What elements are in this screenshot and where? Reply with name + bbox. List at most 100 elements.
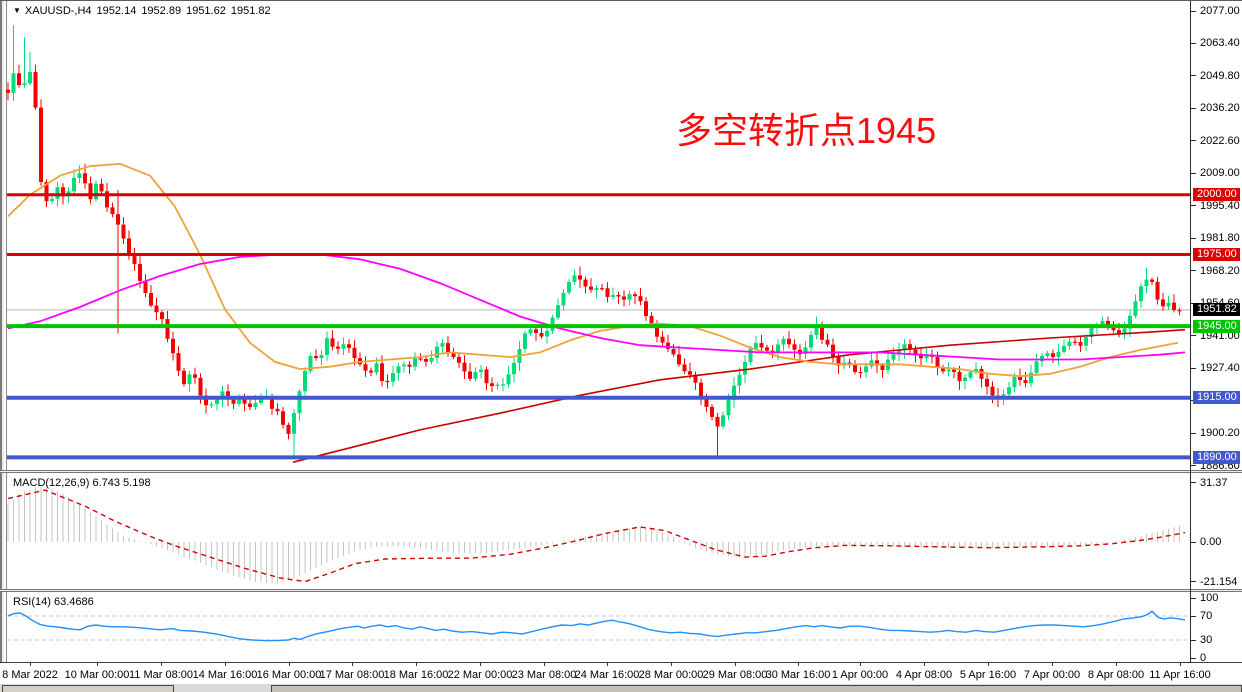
- chart-annotation-text[interactable]: 多空转折点1945: [676, 110, 937, 151]
- time-tick-label: 16 Mar 00:00: [256, 669, 322, 681]
- scrollbar-track-segment[interactable]: [271, 685, 1242, 692]
- rsi-tick-mark: [1190, 615, 1196, 617]
- macd-axis: 31.37 0.00 -21.154: [1190, 473, 1242, 589]
- rsi-tick-label: 30: [1200, 634, 1213, 646]
- price-tick-label: 1968.20: [1200, 264, 1240, 277]
- ohlc-close: 1951.82: [230, 5, 271, 17]
- time-tick-mark: [1116, 663, 1117, 666]
- time-tick-label: 11 Apr 16:00: [1149, 669, 1211, 681]
- price-level-label: 1890.00: [1193, 450, 1240, 464]
- rsi-axis: 100 70 30 0: [1190, 592, 1242, 664]
- time-tick-mark: [1180, 663, 1181, 666]
- candlestick-chart[interactable]: [0, 1, 1190, 470]
- time-tick-label: 8 Apr 08:00: [1087, 669, 1145, 681]
- time-tick-label: 5 Apr 16:00: [959, 669, 1017, 681]
- rsi-indicator-chart[interactable]: [0, 592, 1190, 661]
- time-tick-label: 24 Mar 16:00: [574, 669, 640, 681]
- price-tick-mark: [1190, 335, 1196, 337]
- price-tick-label: 1954.60: [1200, 298, 1240, 309]
- time-tick-label: 10 Mar 00:00: [64, 669, 130, 681]
- price-tick-mark: [1190, 367, 1196, 369]
- price-tick-label: 1927.40: [1200, 362, 1240, 375]
- time-tick-mark: [544, 663, 545, 666]
- time-tick-label: 1 Apr 00:00: [831, 669, 889, 681]
- rsi-tick-label: 100: [1200, 592, 1219, 604]
- time-tick-mark: [97, 663, 98, 666]
- price-level-label: 2000.00: [1193, 188, 1240, 202]
- time-tick-mark: [289, 663, 290, 666]
- horizontal-scrollbar[interactable]: [0, 684, 1242, 692]
- time-tick-mark: [1052, 663, 1053, 666]
- time-tick-mark: [161, 663, 162, 666]
- macd-tick-mark: [1190, 482, 1196, 484]
- macd-indicator-chart[interactable]: [0, 473, 1190, 589]
- window-left-edge: [0, 1, 7, 692]
- time-tick-label: 7 Apr 00:00: [1023, 669, 1081, 681]
- price-tick-label: 2049.80: [1200, 69, 1240, 82]
- current-price-label: 1951.82: [1193, 303, 1240, 317]
- time-tick-label: 4 Apr 08:00: [895, 669, 953, 681]
- price-tick-label: 1900.20: [1200, 427, 1240, 440]
- time-tick-label: 17 Mar 08:00: [319, 669, 385, 681]
- price-level-label: 1945.00: [1193, 319, 1240, 333]
- time-axis[interactable]: 8 Mar 2022 10 Mar 00:00 11 Mar 08:00 14 Mar…: [0, 662, 1242, 684]
- rsi-tick-label: 70: [1200, 610, 1213, 622]
- time-tick-mark: [924, 663, 925, 666]
- price-tick-label: 1886.60: [1200, 459, 1240, 472]
- price-tick-mark: [1190, 75, 1196, 77]
- scrollbar-thumb[interactable]: [2, 685, 174, 692]
- macd-tick-label: 0.00: [1200, 536, 1222, 548]
- rsi-tick-mark: [1190, 657, 1196, 659]
- time-tick-label: 29 Mar 08:00: [702, 669, 768, 681]
- price-tick-mark: [1190, 172, 1196, 174]
- ohlc-high: 1952.89: [141, 5, 182, 17]
- time-tick-mark: [480, 663, 481, 666]
- panel-splitter[interactable]: [0, 589, 1242, 592]
- symbol-ohlc-header: ▼ XAUUSD-,H4 1952.14 1952.89 1951.62 1951.82: [13, 5, 276, 17]
- price-tick-mark: [1190, 465, 1196, 466]
- price-tick-label: 1941.00: [1200, 329, 1240, 342]
- price-tick-label: 2077.00: [1200, 5, 1240, 17]
- price-tick-label: 2009.00: [1200, 167, 1240, 180]
- time-tick-label: 14 Mar 16:00: [192, 669, 258, 681]
- price-tick-mark: [1190, 270, 1196, 272]
- time-tick-label: 18 Mar 16:00: [383, 669, 449, 681]
- price-axis[interactable]: 2077.00 2063.40 2049.80 2036.20 2022.60 2009.…: [1190, 1, 1242, 472]
- price-tick-mark: [1190, 237, 1196, 239]
- collapse-triangle-icon[interactable]: ▼: [13, 6, 21, 15]
- time-tick-mark: [860, 663, 861, 666]
- price-tick-label: 2022.60: [1200, 134, 1240, 147]
- time-tick-label: 22 Mar 00:00: [447, 669, 513, 681]
- price-tick-label: 2063.40: [1200, 37, 1240, 50]
- price-tick-label: 2036.20: [1200, 102, 1240, 115]
- price-tick-mark: [1190, 432, 1196, 434]
- time-tick-mark: [988, 663, 989, 666]
- time-tick-mark: [352, 663, 353, 666]
- rsi-label: RSI(14) 63.4686: [13, 596, 94, 608]
- ohlc-low: 1951.62: [186, 5, 226, 17]
- price-level-label: 1975.00: [1193, 247, 1240, 261]
- time-tick-mark: [671, 663, 672, 666]
- time-tick-label: 30 Mar 16:00: [765, 669, 831, 681]
- price-level-label: 1915.00: [1193, 391, 1240, 405]
- macd-tick-mark: [1190, 541, 1196, 543]
- macd-tick-label: -21.154: [1200, 575, 1238, 588]
- price-tick-mark: [1190, 107, 1196, 109]
- axis-border-line: [1190, 1, 1191, 662]
- time-tick-label: 23 Mar 08:00: [511, 669, 577, 681]
- ohlc-open: 1952.14: [96, 5, 137, 17]
- time-tick-mark: [416, 663, 417, 666]
- time-tick-mark: [798, 663, 799, 666]
- price-tick-mark: [1190, 10, 1196, 12]
- macd-tick-label: 31.37: [1200, 476, 1228, 489]
- time-tick-label: 8 Mar 2022: [2, 669, 58, 681]
- price-tick-label: 1981.80: [1200, 232, 1240, 245]
- rsi-tick-mark: [1190, 639, 1196, 641]
- rsi-tick-label: 0: [1200, 652, 1207, 664]
- time-tick-label: 11 Mar 08:00: [128, 669, 194, 681]
- time-tick-mark: [225, 663, 226, 666]
- time-tick-mark: [30, 663, 31, 666]
- symbol-period-label: XAUUSD-,H4: [24, 5, 92, 17]
- panel-splitter[interactable]: [0, 470, 1242, 473]
